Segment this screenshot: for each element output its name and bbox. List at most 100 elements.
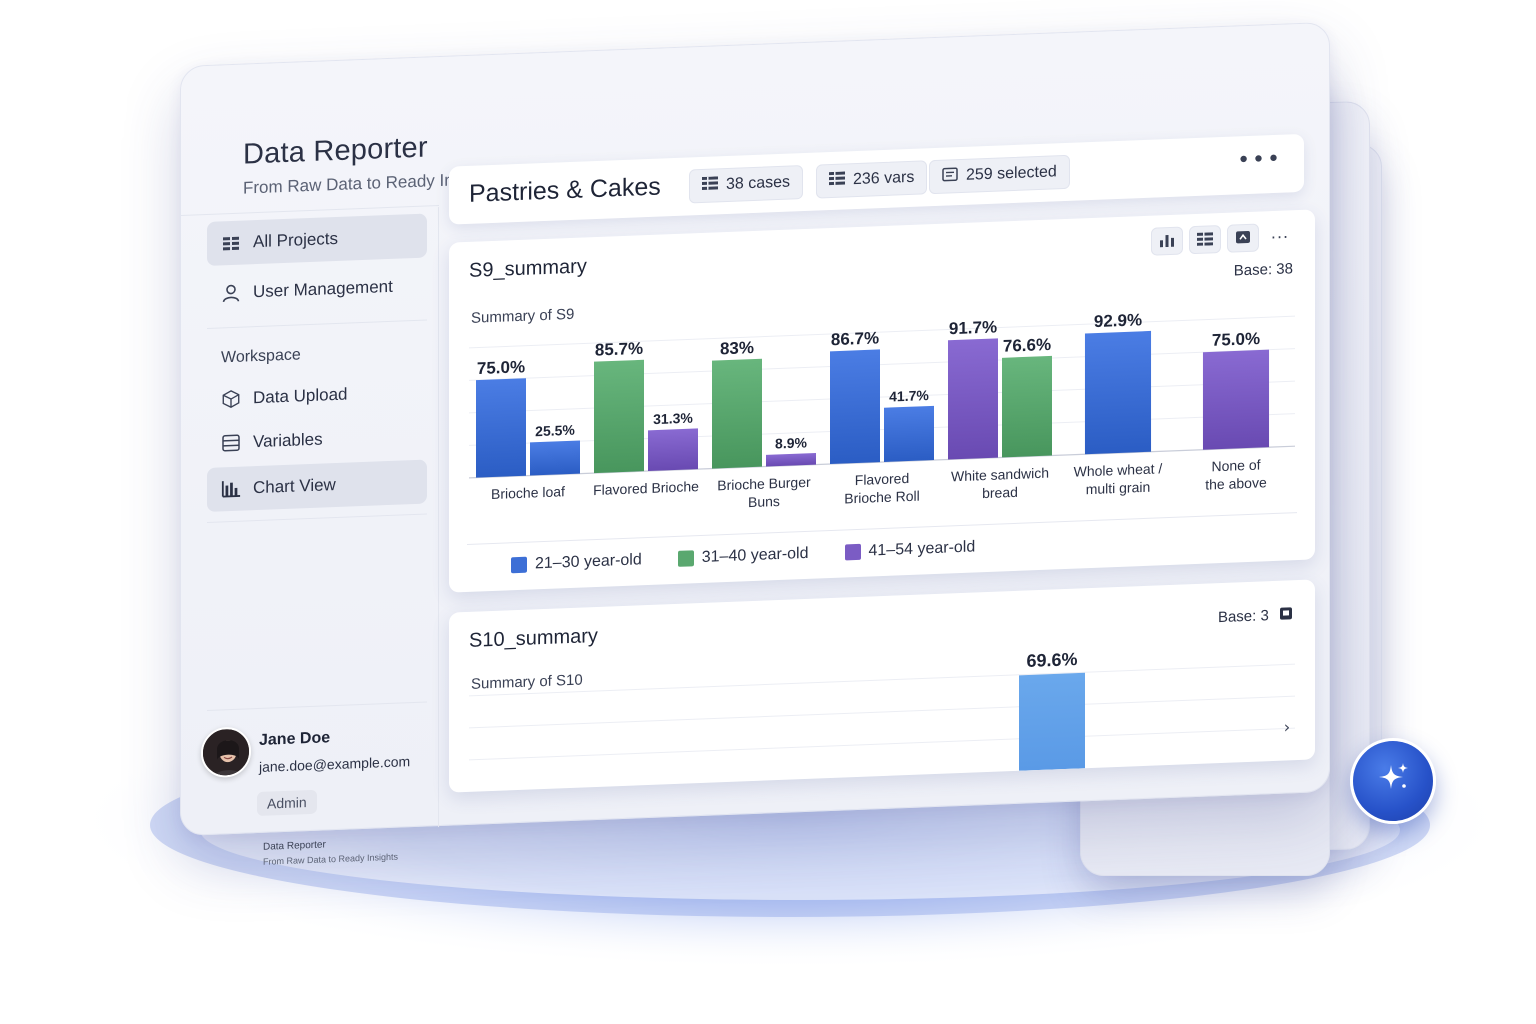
sidebar-item-label: All Projects bbox=[253, 228, 339, 252]
legend-swatch bbox=[511, 556, 527, 574]
category-label: Brioche Burger bbox=[717, 474, 811, 494]
sidebar-item-chart-view[interactable]: Chart View bbox=[207, 459, 427, 512]
selected-count: 259 selected bbox=[966, 163, 1057, 184]
selected-chip[interactable]: 259 selected bbox=[929, 154, 1070, 195]
user-profile[interactable]: Jane Doe jane.doe@example.com Admin Data… bbox=[201, 719, 431, 867]
bar-chart-view-button[interactable] bbox=[1151, 226, 1183, 256]
sidebar-item-data-upload[interactable]: Data Upload bbox=[207, 370, 427, 422]
legend-item: 21–30 year-old bbox=[511, 551, 642, 574]
legend-swatch bbox=[677, 550, 694, 567]
data-label: 31.3% bbox=[653, 410, 693, 428]
sidebar-item-all-projects[interactable]: All Projects bbox=[207, 213, 427, 266]
more-options-button[interactable]: ••• bbox=[1237, 146, 1282, 174]
table-icon bbox=[1197, 230, 1213, 250]
avatar[interactable] bbox=[201, 726, 251, 779]
data-label: 41.7% bbox=[889, 387, 929, 405]
cube-icon bbox=[221, 389, 241, 410]
s9-bar-chart: 75.0% 25.5% Brioche loaf 85.7% 31.3% Flavored… bbox=[469, 310, 1295, 510]
grid-icon bbox=[221, 233, 241, 254]
bar bbox=[1202, 349, 1270, 450]
chart-card-s10: S10_summary Summary of S10 Base: 3 69.6%… bbox=[449, 579, 1315, 793]
sidebar-item-variables[interactable]: Variables bbox=[207, 414, 427, 466]
project-title: Pastries & Cakes bbox=[469, 172, 661, 208]
role-badge: Admin bbox=[257, 789, 317, 817]
gridline bbox=[469, 348, 1295, 381]
legend-item: 31–40 year-old bbox=[677, 544, 809, 568]
legend-label: 41–54 year-old bbox=[868, 538, 976, 560]
sidebar-item-label: Chart View bbox=[253, 475, 336, 498]
s10-bar-chart: 69.6% › bbox=[469, 649, 1295, 771]
table-view-button[interactable] bbox=[1189, 225, 1221, 255]
chevron-right-icon[interactable]: › bbox=[1284, 717, 1290, 736]
category-label: Flavored bbox=[855, 470, 909, 488]
gridline bbox=[469, 380, 1295, 414]
user-email: jane.doe@example.com bbox=[259, 753, 411, 775]
ai-assistant-button[interactable] bbox=[1350, 738, 1436, 824]
gridline bbox=[469, 663, 1295, 697]
bar bbox=[476, 378, 526, 478]
data-label: 76.6% bbox=[1003, 335, 1051, 356]
category-label: White sandwich bbox=[951, 465, 1049, 485]
category-label: None of bbox=[1211, 456, 1260, 474]
bar bbox=[1084, 330, 1152, 455]
data-label: 25.5% bbox=[535, 422, 575, 440]
user-icon bbox=[221, 283, 241, 304]
gridline bbox=[469, 695, 1295, 729]
table-icon bbox=[829, 170, 845, 191]
gridline bbox=[469, 315, 1295, 349]
export-button[interactable] bbox=[1227, 223, 1259, 253]
data-label: 92.9% bbox=[1094, 310, 1142, 331]
bar-chart-icon bbox=[221, 479, 241, 500]
category-label: Brioche Roll bbox=[844, 488, 919, 507]
document-icon bbox=[942, 166, 958, 187]
category-label: Buns bbox=[748, 493, 780, 510]
bar bbox=[530, 440, 580, 476]
project-header: Pastries & Cakes 38 cases 236 vars 259 s… bbox=[449, 133, 1304, 225]
chart-card-s9: S9_summary Summary of S9 Base: 38 bbox=[449, 209, 1315, 593]
data-label: 8.9% bbox=[775, 434, 807, 451]
bar bbox=[648, 428, 698, 472]
data-label: 69.6% bbox=[1026, 649, 1077, 671]
chart-legend: 21–30 year-old 31–40 year-old 41–54 year… bbox=[511, 538, 975, 574]
footer-app-title: Data Reporter bbox=[263, 839, 326, 853]
sidebar-item-user-management[interactable]: User Management bbox=[207, 264, 427, 316]
data-label: 83% bbox=[720, 338, 754, 358]
data-label: 86.7% bbox=[831, 328, 879, 349]
bar bbox=[594, 359, 644, 474]
data-label: 85.7% bbox=[595, 339, 643, 360]
bar bbox=[1019, 672, 1085, 771]
chart-toolbar: ··· bbox=[1151, 222, 1295, 256]
copy-icon[interactable] bbox=[1279, 607, 1293, 625]
category-label: the above bbox=[1205, 474, 1267, 492]
legend-label: 21–30 year-old bbox=[535, 551, 642, 573]
category-label: bread bbox=[982, 484, 1018, 501]
cases-count: 38 cases bbox=[726, 173, 791, 194]
table-icon bbox=[702, 175, 718, 196]
sidebar-item-label: User Management bbox=[253, 276, 393, 302]
data-label: 75.0% bbox=[1212, 329, 1260, 350]
bar bbox=[712, 358, 762, 469]
base-count: Base: 3 bbox=[1218, 606, 1293, 627]
legend-swatch bbox=[844, 543, 861, 561]
sidebar-divider bbox=[207, 513, 427, 523]
bar bbox=[948, 338, 998, 460]
category-label: multi grain bbox=[1086, 479, 1151, 497]
bar bbox=[1002, 355, 1052, 458]
sidebar: All Projects User Management Workspace D… bbox=[181, 207, 439, 867]
vars-chip[interactable]: 236 vars bbox=[816, 160, 928, 199]
vars-count: 236 vars bbox=[853, 168, 915, 189]
sidebar-divider bbox=[207, 319, 427, 329]
cases-chip[interactable]: 38 cases bbox=[689, 165, 804, 204]
sidebar-item-label: Data Upload bbox=[253, 384, 348, 408]
category-label: Brioche loaf bbox=[491, 483, 565, 502]
workspace-section-label: Workspace bbox=[221, 346, 301, 367]
sparkle-icon bbox=[1373, 759, 1413, 803]
footer-app-subtitle: From Raw Data to Ready Insights bbox=[263, 851, 399, 867]
legend-label: 31–40 year-old bbox=[701, 544, 809, 566]
bar bbox=[766, 452, 816, 467]
app-title: Data Reporter bbox=[243, 131, 428, 171]
export-icon bbox=[1235, 228, 1251, 248]
category-label: Whole wheat / bbox=[1074, 460, 1163, 479]
legend-item: 41–54 year-old bbox=[844, 538, 976, 561]
bar bbox=[884, 405, 934, 462]
